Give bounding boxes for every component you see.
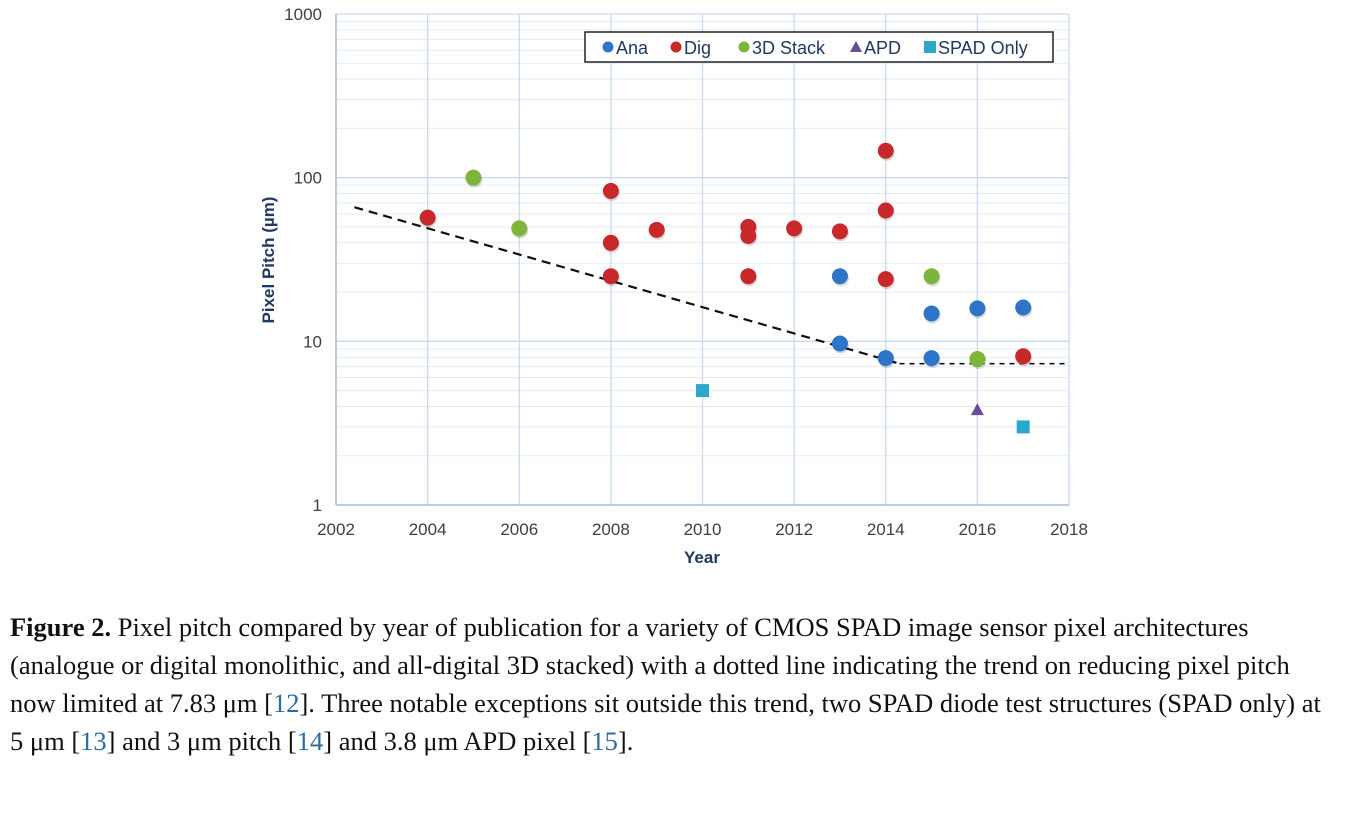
legend-marker-ana	[602, 41, 614, 53]
caption-text: ] and 3.8 μm APD pixel [	[323, 726, 592, 756]
y-tick-label: 100	[294, 169, 322, 188]
x-axis-title: Year	[684, 548, 720, 567]
x-tick-label: 2008	[592, 520, 630, 539]
axes: 2002 2004 2006 2008 2010 2012 2014 2016 2018 1 10 1…	[284, 5, 1088, 539]
caption-text: ] and 3 μm pitch [	[106, 726, 297, 756]
data-point-dig	[602, 268, 619, 285]
caption-text: ]. Three notable exceptions sit outside …	[10, 688, 1321, 756]
x-tick-label: 2010	[684, 520, 722, 539]
legend-label-3d-stack: 3D Stack	[752, 38, 826, 58]
x-tick-label: 2016	[958, 520, 996, 539]
trend-decline-line	[354, 206, 900, 365]
caption-text: Pixel pitch compared by year of publicat…	[10, 612, 1290, 718]
data-point-dig	[831, 223, 848, 240]
legend-label-ana: Ana	[616, 38, 649, 58]
data-point-3d-stack	[465, 169, 482, 186]
data-point-dig	[419, 209, 436, 226]
x-tick-label: 2006	[500, 520, 538, 539]
citation-link[interactable]: 13	[80, 726, 107, 756]
data-point-dig	[786, 220, 803, 237]
legend-marker-3d-stack	[738, 41, 750, 53]
scatter-chart: 2002 2004 2006 2008 2010 2012 2014 2016 2018 1 10 1…	[259, 5, 1088, 567]
citation-link[interactable]: 12	[272, 688, 300, 718]
data-point-dig	[602, 182, 619, 199]
y-tick-label: 10	[303, 332, 322, 351]
data-point-spad-only	[696, 384, 709, 398]
legend-label-dig: Dig	[684, 38, 711, 58]
data-points	[419, 142, 1033, 434]
x-tick-label: 2004	[409, 520, 447, 539]
data-point-ana	[831, 268, 848, 285]
x-tick-label: 2002	[317, 520, 355, 539]
legend-marker-apd	[850, 41, 862, 52]
data-point-ana	[969, 300, 986, 317]
x-tick-label: 2012	[775, 520, 813, 539]
y-tick-label: 1000	[284, 5, 322, 24]
y-axis-title: Pixel Pitch (µm)	[259, 197, 278, 324]
legend-marker-dig	[670, 41, 682, 53]
x-tick-label: 2018	[1050, 520, 1088, 539]
data-point-ana	[1015, 299, 1032, 316]
figure-caption: Figure 2. Pixel pitch compared by year o…	[10, 608, 1340, 760]
legend-label-apd: APD	[864, 38, 901, 58]
citation-link[interactable]: 15	[591, 726, 618, 756]
y-tick-label: 1	[313, 496, 322, 515]
data-point-dig	[648, 221, 665, 238]
legend: Ana Dig 3D Stack APD SPAD Only	[584, 31, 1054, 63]
data-point-3d-stack	[969, 350, 986, 367]
data-point-apd	[970, 403, 984, 416]
caption-label: Figure 2.	[10, 612, 112, 642]
data-point-ana	[877, 350, 894, 367]
data-point-dig	[740, 268, 757, 285]
data-point-ana	[923, 305, 940, 322]
data-point-dig	[877, 271, 894, 288]
citation-link[interactable]: 14	[296, 726, 324, 756]
data-point-dig	[877, 142, 894, 159]
data-point-spad-only	[1016, 420, 1030, 434]
x-tick-label: 2014	[867, 520, 905, 539]
caption-text: ].	[617, 726, 634, 756]
data-point-3d-stack	[923, 268, 940, 285]
data-point-dig	[602, 234, 619, 251]
legend-box	[584, 31, 1054, 63]
data-point-dig	[1015, 348, 1032, 365]
data-point-ana	[923, 350, 940, 367]
legend-label-spad-only: SPAD Only	[938, 38, 1028, 58]
legend-marker-spad-only	[924, 41, 936, 53]
data-point-dig	[877, 202, 894, 219]
data-point-dig	[740, 228, 757, 245]
grid	[335, 13, 1070, 506]
data-point-ana	[831, 335, 848, 352]
trend-lines	[354, 206, 1069, 365]
data-point-3d-stack	[511, 220, 528, 237]
